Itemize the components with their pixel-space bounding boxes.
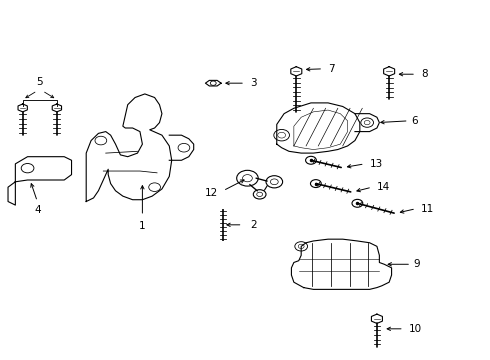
Text: 8: 8 bbox=[421, 69, 427, 79]
Text: 11: 11 bbox=[421, 204, 434, 214]
Text: 2: 2 bbox=[250, 220, 256, 230]
Text: 10: 10 bbox=[409, 324, 422, 334]
Text: 1: 1 bbox=[139, 221, 146, 231]
Text: 5: 5 bbox=[36, 77, 43, 87]
Text: 14: 14 bbox=[377, 182, 390, 192]
Text: 9: 9 bbox=[414, 259, 420, 269]
Text: 13: 13 bbox=[369, 159, 383, 169]
Text: 4: 4 bbox=[34, 205, 41, 215]
Text: 7: 7 bbox=[328, 64, 335, 74]
Text: 3: 3 bbox=[250, 78, 256, 88]
Text: 6: 6 bbox=[411, 116, 418, 126]
Text: 12: 12 bbox=[205, 188, 218, 198]
